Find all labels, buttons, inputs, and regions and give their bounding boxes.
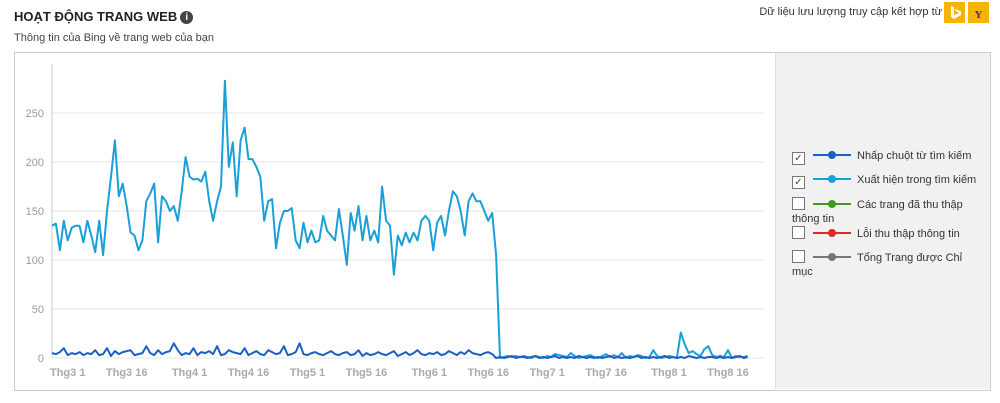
x-tick-label: Thg3 1 xyxy=(50,367,85,379)
legend-swatch-dot xyxy=(828,200,836,208)
legend-checkbox[interactable]: ✓ xyxy=(792,176,805,189)
legend-swatch-dot xyxy=(828,229,836,237)
legend-checkbox[interactable]: ✓ xyxy=(792,152,805,165)
legend-label: Lỗi thu thập thông tin xyxy=(857,228,960,240)
x-tick-label: Thg6 1 xyxy=(412,367,447,379)
x-tick-label: Thg6 16 xyxy=(467,367,509,379)
y-tick-label: 250 xyxy=(26,108,44,120)
y-tick-label: 150 xyxy=(26,206,44,218)
legend-swatch xyxy=(813,200,851,208)
legend-swatch-dot xyxy=(828,151,836,159)
x-tick-label: Thg8 1 xyxy=(651,367,686,379)
legend-item[interactable]: Lỗi thu thập thông tin xyxy=(792,226,982,250)
series-line xyxy=(51,79,748,359)
chart-frame xyxy=(14,52,991,391)
x-tick-label: Thg5 1 xyxy=(290,367,325,379)
bing-logo xyxy=(944,2,965,23)
y-tick-label: 200 xyxy=(26,157,44,169)
legend-item[interactable]: Các trang đã thu thập thông tin xyxy=(792,197,982,226)
header-subtitle: Thông tin của Bing về trang web của bạn xyxy=(14,32,214,44)
bing-mark xyxy=(951,6,961,19)
header-title: HOẠT ĐỘNG TRANG WEB xyxy=(14,9,178,24)
legend-swatch xyxy=(813,229,851,237)
legend-label: Các trang đã thu thập thông tin xyxy=(792,199,963,225)
x-tick-label: Thg5 16 xyxy=(346,367,388,379)
info-icon[interactable]: i xyxy=(180,11,194,24)
legend-item[interactable]: ✓ Xuất hiện trong tìm kiếm xyxy=(792,173,982,197)
legend-swatch-dot xyxy=(828,253,836,261)
y-tick-label: 50 xyxy=(32,304,44,316)
x-tick-label: Thg8 16 xyxy=(707,367,749,379)
legend-checkbox[interactable] xyxy=(792,250,805,263)
y-tick-label: 100 xyxy=(26,255,44,267)
legend-label: Xuất hiện trong tìm kiếm xyxy=(857,174,977,186)
y-tick-label: 0 xyxy=(38,353,44,365)
source-logos: Y xyxy=(944,2,989,23)
legend-swatch-dot xyxy=(828,175,836,183)
legend-checkbox[interactable] xyxy=(792,226,805,239)
yahoo-logo xyxy=(968,2,989,23)
legend-swatch xyxy=(813,151,851,159)
legend-list: ✓ Nhấp chuột từ tìm kiếm ✓ Xuất hiện trong … xyxy=(776,53,990,279)
x-tick-label: Thg7 16 xyxy=(585,367,627,379)
legend-item[interactable]: ✓ Nhấp chuột từ tìm kiếm xyxy=(792,149,982,173)
legend: ✓ Nhấp chuột từ tìm kiếm ✓ Xuất hiện trong … xyxy=(775,53,990,389)
x-tick-label: Thg7 1 xyxy=(529,367,564,379)
header-title-wrap: HOẠT ĐỘNG TRANG WEB i xyxy=(14,9,194,24)
x-tick-label: Thg4 16 xyxy=(228,367,270,379)
legend-swatch xyxy=(813,175,851,183)
legend-checkbox[interactable] xyxy=(792,197,805,210)
legend-swatch xyxy=(813,253,851,261)
yahoo-mark: Y xyxy=(975,9,983,21)
chart: 0 50 100 150 200 250 Thg3 1 Thg3 16 Thg4 1 Thg4 1… xyxy=(26,64,765,379)
series-line xyxy=(51,342,748,359)
legend-label: Tổng Trang được Chỉ mục xyxy=(792,252,963,278)
legend-item[interactable]: Tổng Trang được Chỉ mục xyxy=(792,250,982,279)
legend-label: Nhấp chuột từ tìm kiếm xyxy=(857,150,972,162)
x-tick-label: Thg3 16 xyxy=(106,367,148,379)
source-note: Dữ liệu lưu lượng truy cập kết hợp từ xyxy=(759,6,942,18)
x-tick-label: Thg4 1 xyxy=(172,367,207,379)
